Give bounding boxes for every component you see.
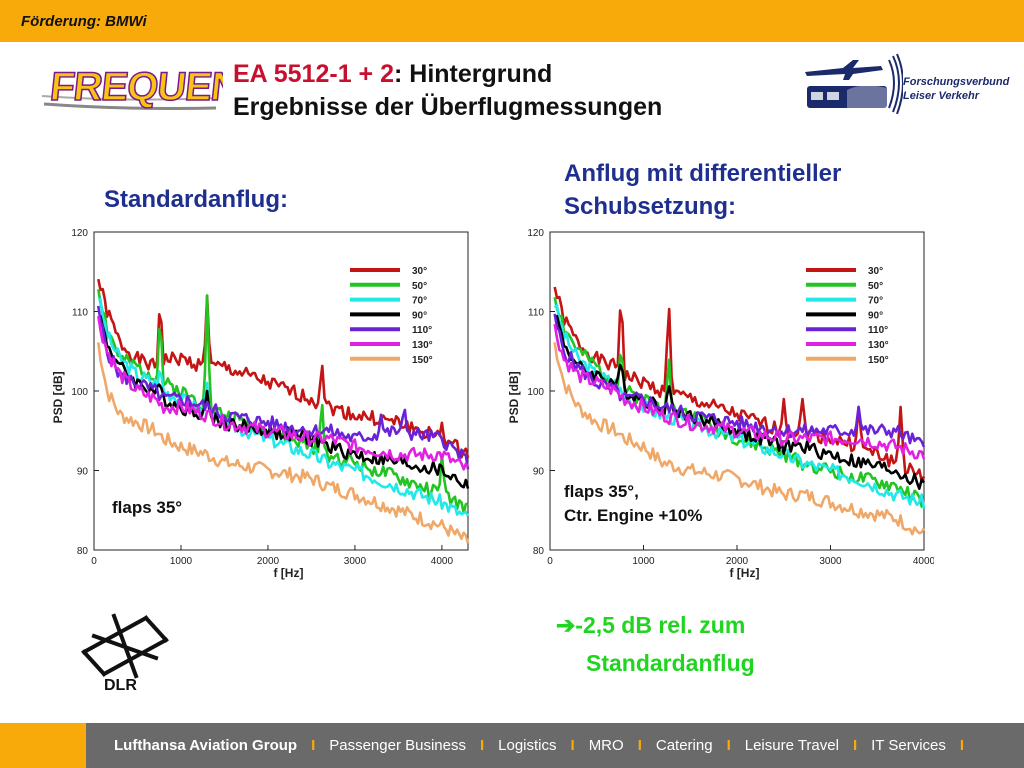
y-tick-label: 80: [533, 546, 545, 557]
arrow-right-icon: ➔: [556, 612, 576, 638]
airplane-icon: [805, 60, 883, 80]
series-line: [97, 315, 470, 471]
footer-separator: I: [959, 737, 965, 754]
title-line1-suffix: : Hintergrund: [394, 60, 553, 88]
footer-separator: I: [726, 737, 731, 754]
psd-chart-standard: 80 90 100 110 120 0 1000 2000 3000 4000 f [Hz] PSD …: [51, 228, 470, 580]
x-tick-label: 4000: [431, 556, 454, 567]
y-tick-label: 120: [527, 228, 544, 239]
chart1-annotation: flaps 35°: [112, 498, 183, 517]
footer-item[interactable]: MRO: [588, 737, 624, 754]
x-tick-label: 4000: [913, 556, 934, 567]
footer-accent: [0, 723, 86, 768]
footer-nav: Lufthansa Aviation Group I Passenger Busin…: [114, 737, 978, 754]
x-axis-label: f [Hz]: [729, 566, 759, 580]
series-line: [553, 323, 926, 460]
forschungsverbund-logo: [805, 53, 903, 114]
x-tick-label: 3000: [819, 556, 842, 567]
dlr-logo: DLR: [81, 613, 169, 692]
legend-label: 110°: [868, 325, 888, 336]
left-heading: Standardanflug:: [104, 186, 288, 213]
legend-label: 70°: [868, 296, 883, 307]
train-icon: [807, 86, 887, 108]
footer-item[interactable]: Logistics: [498, 737, 557, 754]
y-tick-label: 100: [527, 387, 544, 398]
chart2-annotation-line1: flaps 35°,: [564, 482, 639, 501]
series-line: [553, 342, 926, 536]
legend-label: 50°: [412, 281, 427, 292]
legend-label: 50°: [868, 281, 883, 292]
y-tick-label: 80: [77, 546, 89, 557]
top-bar: Förderung: BMWi: [0, 0, 1024, 42]
footer-separator: I: [852, 737, 858, 754]
slide-title: EA 5512-1 + 2: Hintergrund Ergebnisse de…: [233, 58, 662, 124]
y-tick-label: 90: [77, 467, 89, 478]
series-line: [553, 313, 926, 448]
right-heading-line1: Anflug mit differentieller: [564, 160, 842, 187]
legend-label: 90°: [868, 310, 883, 321]
footer-item[interactable]: IT Services: [871, 737, 946, 754]
legend-label: 70°: [412, 296, 427, 307]
y-axis-label: PSD [dB]: [507, 371, 521, 423]
series-line: [98, 298, 470, 517]
frequenz-logo-text: FREQUENZ: [48, 65, 223, 109]
footer-bar: Lufthansa Aviation Group I Passenger Busin…: [0, 723, 1024, 768]
y-tick-label: 90: [533, 467, 545, 478]
partner-line2: Leiser Verkehr: [903, 90, 980, 102]
legend-label: 110°: [412, 325, 432, 336]
legend-label: 130°: [868, 340, 889, 351]
title-project-code: EA 5512-1 + 2: [233, 60, 394, 88]
footer-separator: I: [570, 737, 575, 754]
dlr-text: DLR: [104, 677, 137, 692]
series-line: [97, 289, 469, 515]
footer-separator: I: [637, 737, 642, 754]
psd-chart-differential: 80 90 100 110 120 0 1000 2000 3000 4000 f [Hz] PSD …: [507, 228, 934, 580]
right-heading-line2: Schubsetzung:: [564, 193, 736, 220]
x-tick-label: 1000: [170, 556, 193, 567]
legend-label: 30°: [412, 266, 427, 277]
x-tick-label: 2000: [726, 556, 749, 567]
x-tick-label: 0: [91, 556, 97, 567]
footer-item[interactable]: Leisure Travel: [744, 737, 839, 754]
frequenz-logo: FREQUENZ: [41, 64, 223, 110]
legend-label: 30°: [868, 266, 883, 277]
chart2-annotation: flaps 35°, Ctr. Engine +10%: [564, 480, 702, 528]
result-text: ➔-2,5 dB rel. zum Standardanflug: [556, 606, 755, 682]
chart2-annotation-line2: Ctr. Engine +10%: [564, 506, 703, 525]
footer-item[interactable]: Catering: [655, 737, 713, 754]
footer-item[interactable]: Passenger Business: [329, 737, 466, 754]
funding-label: Förderung: BMWi: [21, 13, 147, 30]
result-line2: Standardanflug: [586, 650, 755, 676]
series-line: [97, 314, 470, 489]
partner-line1: Forschungsverbund: [903, 76, 1010, 88]
series-line: [97, 342, 470, 544]
footer-separator: I: [311, 737, 316, 754]
footer-separator: I: [479, 737, 485, 754]
y-tick-label: 110: [72, 308, 88, 319]
footer-item[interactable]: Lufthansa Aviation Group: [114, 737, 298, 754]
legend-label: 90°: [412, 310, 427, 321]
result-line1: -2,5 dB rel. zum: [575, 612, 746, 638]
right-heading: Anflug mit differentieller Schubsetzung:: [564, 157, 841, 223]
title-line2: Ergebnisse der Überflugmessungen: [233, 93, 663, 121]
x-tick-label: 1000: [632, 556, 655, 567]
x-tick-label: 3000: [344, 556, 367, 567]
legend-label: 150°: [868, 355, 889, 366]
legend-label: 130°: [412, 340, 433, 351]
forschungsverbund-text: Forschungsverbund Leiser Verkehr: [903, 75, 1009, 103]
x-axis-label: f [Hz]: [273, 566, 303, 580]
y-tick-label: 100: [71, 387, 88, 398]
y-tick-label: 110: [528, 308, 544, 319]
y-tick-label: 120: [71, 228, 88, 239]
x-tick-label: 0: [547, 556, 553, 567]
legend-label: 150°: [412, 355, 433, 366]
x-tick-label: 2000: [257, 556, 280, 567]
y-axis-label: PSD [dB]: [51, 371, 65, 423]
